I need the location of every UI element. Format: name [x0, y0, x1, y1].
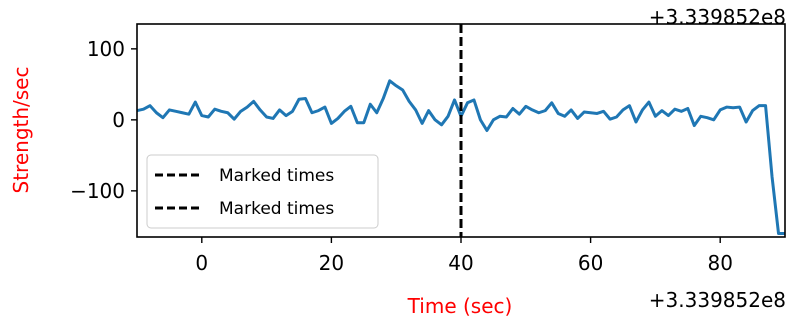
- x-tick-label: 80: [707, 251, 732, 275]
- legend-entry-label: Marked times: [219, 166, 334, 186]
- x-offset-label: +3.339852e8: [649, 288, 786, 312]
- x-axis-label: Time (sec): [407, 294, 513, 318]
- y-tick-label: 0: [112, 108, 125, 132]
- x-axis-ticks: 0 20 40 60 80: [195, 237, 732, 275]
- x-tick-label: 60: [578, 251, 603, 275]
- y-tick-label: 100: [87, 37, 125, 61]
- x-tick-label: 20: [319, 251, 344, 275]
- legend-entry-label: Marked times: [219, 199, 334, 219]
- y-tick-label: −100: [70, 179, 125, 203]
- y-axis-label: Strength/sec: [9, 67, 33, 194]
- x-tick-label: 0: [195, 251, 208, 275]
- x-offset-label-top: +3.339852e8: [649, 5, 786, 29]
- y-axis-ticks: 100 0 −100: [70, 37, 137, 203]
- legend: Marked times Marked times: [147, 155, 378, 228]
- x-tick-label: 40: [448, 251, 473, 275]
